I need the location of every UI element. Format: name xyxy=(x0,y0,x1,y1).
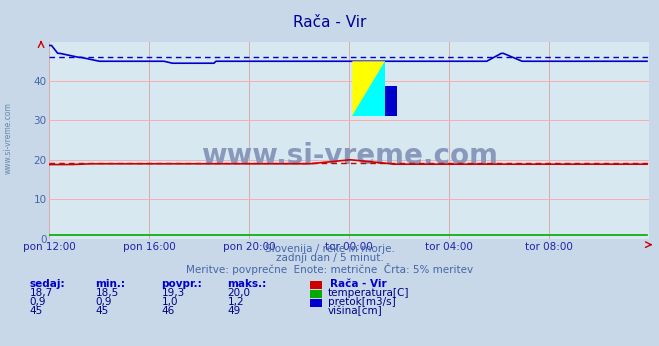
Text: 45: 45 xyxy=(96,306,109,316)
Text: sedaj:: sedaj: xyxy=(30,279,65,289)
Text: 46: 46 xyxy=(161,306,175,316)
Text: www.si-vreme.com: www.si-vreme.com xyxy=(3,102,13,174)
Text: 1,2: 1,2 xyxy=(227,297,244,307)
Text: temperatura[C]: temperatura[C] xyxy=(328,288,409,298)
Text: zadnji dan / 5 minut.: zadnji dan / 5 minut. xyxy=(275,253,384,263)
Text: 45: 45 xyxy=(30,306,43,316)
Text: 0,9: 0,9 xyxy=(30,297,46,307)
Polygon shape xyxy=(353,61,386,117)
Text: Rača - Vir: Rača - Vir xyxy=(330,279,386,289)
Text: 18,5: 18,5 xyxy=(96,288,119,298)
Text: povpr.:: povpr.: xyxy=(161,279,202,289)
Text: pretok[m3/s]: pretok[m3/s] xyxy=(328,297,395,307)
Text: 18,7: 18,7 xyxy=(30,288,53,298)
Polygon shape xyxy=(353,61,386,117)
Text: 19,3: 19,3 xyxy=(161,288,185,298)
Text: Slovenija / reke in morje.: Slovenija / reke in morje. xyxy=(264,244,395,254)
Text: višina[cm]: višina[cm] xyxy=(328,306,382,316)
Text: 1,0: 1,0 xyxy=(161,297,178,307)
Text: 20,0: 20,0 xyxy=(227,288,250,298)
Text: maks.:: maks.: xyxy=(227,279,267,289)
Text: Meritve: povprečne  Enote: metrične  Črta: 5% meritev: Meritve: povprečne Enote: metrične Črta:… xyxy=(186,263,473,275)
Text: www.si-vreme.com: www.si-vreme.com xyxy=(201,142,498,170)
Text: Rača - Vir: Rača - Vir xyxy=(293,15,366,30)
Text: 49: 49 xyxy=(227,306,241,316)
Text: 0,9: 0,9 xyxy=(96,297,112,307)
Polygon shape xyxy=(386,86,397,117)
Text: min.:: min.: xyxy=(96,279,126,289)
